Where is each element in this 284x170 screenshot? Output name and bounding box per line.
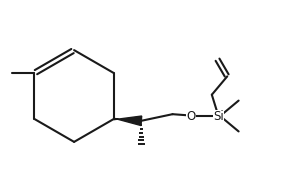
- Text: O: O: [186, 109, 195, 123]
- Polygon shape: [114, 116, 142, 126]
- Text: Si: Si: [213, 109, 224, 123]
